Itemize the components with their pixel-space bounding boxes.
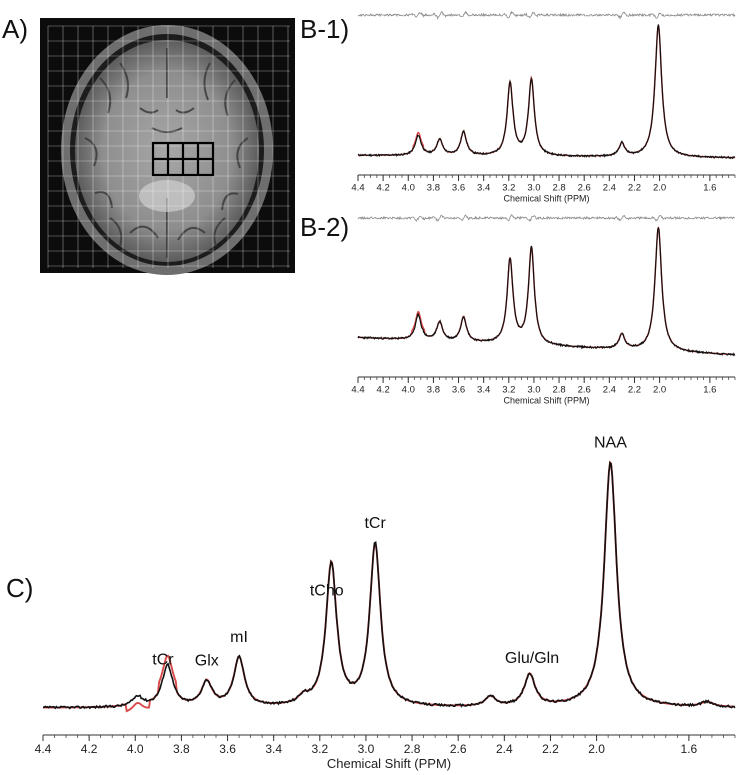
mri-axial-brain-image	[40, 18, 295, 275]
x-axis-tick-label: 2.0	[588, 742, 605, 756]
x-axis-tick-label: 4.0	[127, 742, 144, 756]
x-axis-tick-label: 1.6	[703, 183, 716, 194]
x-axis-tick-label: 3.8	[173, 742, 190, 756]
voi-box	[151, 141, 215, 177]
peak-annotation-label: tCho	[310, 583, 344, 600]
x-axis-tick-label: 2.4	[496, 742, 513, 756]
brainstem	[139, 180, 195, 212]
residual-series-line	[357, 10, 736, 20]
x-axis-tick-label: 3.8	[427, 183, 440, 194]
x-axis-tick-label: 3.0	[527, 385, 540, 396]
x-axis-tick-label: 4.4	[351, 183, 364, 194]
panel-label-a: A)	[2, 14, 28, 44]
x-axis-tick-label: 3.4	[477, 183, 490, 194]
measured-series-line	[42, 461, 736, 710]
measured-series-line	[357, 226, 736, 357]
x-axis-tick-label: 2.4	[603, 385, 616, 396]
x-axis-tick-label: 2.0	[653, 183, 666, 194]
x-axis-tick-label: 4.2	[377, 385, 390, 396]
peak-annotation-label: tCr	[364, 515, 386, 532]
peak-annotation-label: tCr	[152, 651, 174, 668]
x-axis-tick-label: 2.2	[542, 742, 559, 756]
x-axis-tick-label: 1.6	[681, 742, 698, 756]
panel-label-b2: B-2)	[300, 212, 350, 242]
x-axis-tick-label: 2.8	[552, 385, 565, 396]
x-axis-tick-label: 3.0	[527, 183, 540, 194]
residual-series-line	[357, 214, 736, 222]
measured-series-line	[357, 24, 736, 160]
x-axis-tick-label: 3.4	[477, 385, 490, 396]
spectrum-b2: 4.4 4.2 4.0 3.8 3.6 3.4 3.2 3.0 2.8 2.6 2.4 2.2 2.0 1…	[351, 214, 736, 406]
x-axis-tick-label: 2.6	[578, 183, 591, 194]
x-axis-tick-label: 3.8	[427, 385, 440, 396]
x-axis-tick-label: 1.6	[703, 385, 716, 396]
spectrum-b1: 4.4 4.2 4.0 3.8 3.6 3.4 3.2 3.0 2.8 2.6 2.4 2.2 2.0 1…	[351, 10, 736, 204]
x-axis-tick-label: 2.2	[628, 183, 641, 194]
x-axis-tick-label: 3.6	[452, 385, 465, 396]
x-axis-tick-label: 2.8	[404, 742, 421, 756]
fit-series-line	[358, 25, 735, 159]
x-axis-tick-label: 3.6	[219, 742, 236, 756]
x-axis-tick-label: 3.4	[265, 742, 282, 756]
peak-annotation-label: mI	[230, 629, 248, 646]
x-axis-tick-label: 2.0	[653, 385, 666, 396]
x-axis-tick-label: 2.4	[603, 183, 616, 194]
x-axis-tick-label: 3.2	[502, 385, 515, 396]
x-axis-tick-label: 4.0	[402, 385, 415, 396]
peak-annotation-label: Glu/Gln	[505, 650, 559, 667]
x-axis-tick-label: 2.6	[578, 385, 591, 396]
panel-label-b1: B-1)	[300, 14, 350, 44]
x-axis-tick-label: 4.0	[402, 183, 415, 194]
x-axis-tick-label: 2.8	[552, 183, 565, 194]
peak-annotation-label: Glx	[195, 653, 219, 670]
csi-grid	[47, 25, 290, 268]
x-axis-tick-label: 3.2	[502, 183, 515, 194]
peak-annotation-label: NAA	[594, 435, 627, 452]
x-axis-tick-label: 4.4	[35, 742, 52, 756]
x-axis-tick-label: 2.2	[628, 385, 641, 396]
panel-label-c: C)	[6, 573, 34, 603]
x-axis-title: Chemical Shift (PPM)	[503, 396, 589, 406]
sulci-pattern	[84, 48, 249, 258]
x-axis-tick-label: 4.4	[351, 385, 364, 396]
x-axis-tick-label: 3.2	[311, 742, 328, 756]
x-axis-title: Chemical Shift (PPM)	[327, 756, 451, 771]
x-axis-tick-label: 4.2	[377, 183, 390, 194]
x-axis-tick-label: 2.6	[450, 742, 467, 756]
x-axis-title: Chemical Shift (PPM)	[503, 194, 589, 204]
x-axis-tick-label: 3.0	[358, 742, 375, 756]
x-axis-tick-label: 3.6	[452, 183, 465, 194]
x-axis-tick-label: 4.2	[81, 742, 98, 756]
spectrum-c: 4.4 4.2 4.0 3.8 3.6 3.4 3.2 3.0 2.8 2.6 2.4 2.2 2.0 1…	[35, 435, 736, 771]
fit-series-line	[358, 227, 735, 356]
